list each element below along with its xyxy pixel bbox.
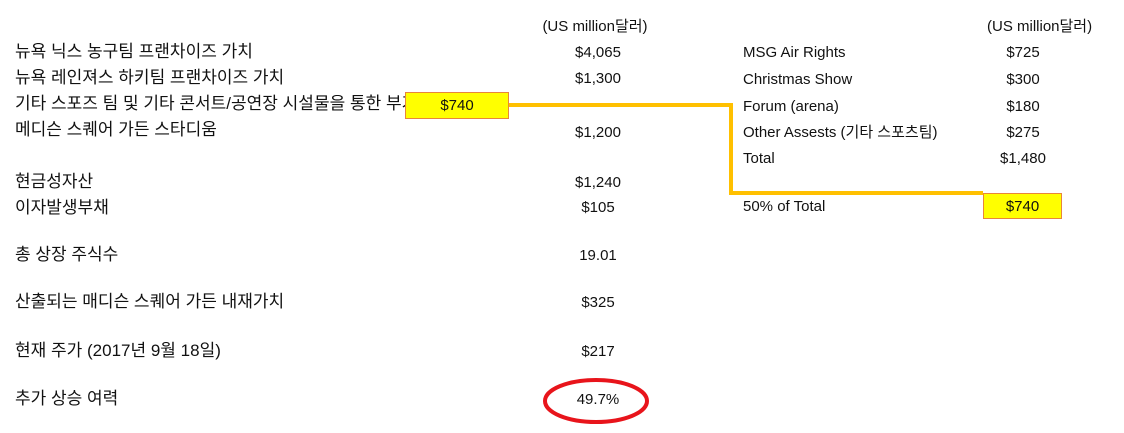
row-label: 이자발생부채	[15, 198, 109, 217]
row-value: $105	[581, 199, 615, 216]
row-value: $217	[581, 343, 615, 360]
row-label: 메디슨 스퀘어 가든 스타디움	[15, 120, 217, 139]
right-row-value: $180	[1006, 98, 1040, 115]
highlight-circle	[543, 378, 649, 424]
right-unit-label: (US million달러)	[987, 18, 1093, 35]
row-label: 뉴욕 레인져스 하키팀 프랜차이즈 가치	[15, 68, 285, 87]
row-label: 총 상장 주식수	[15, 245, 119, 264]
row-value: $4,065	[575, 44, 621, 61]
row-label: 뉴욕 닉스 농구팀 프랜차이즈 가치	[15, 42, 253, 61]
right-row-label: 50% of Total	[743, 198, 826, 215]
right-row-label: Total	[743, 150, 775, 167]
right-row-value: $300	[1006, 71, 1040, 88]
row-value: $1,240	[575, 174, 621, 191]
right-row-label: Other Assests (기타 스포츠팀)	[743, 124, 938, 141]
right-row-value: $725	[1006, 44, 1040, 61]
upside-value: 49.7%	[576, 391, 620, 408]
row-label: 산출되는 매디슨 스퀘어 가든 내재가치	[15, 292, 285, 311]
right-row-value: $1,480	[1000, 150, 1046, 167]
right-row-label: Christmas Show	[743, 71, 853, 88]
highlighted-total: $740	[983, 193, 1062, 219]
row-value: $325	[581, 294, 615, 311]
connector-line	[509, 103, 983, 195]
row-value: $1,200	[575, 124, 621, 141]
right-row-label: MSG Air Rights	[743, 44, 846, 61]
row-value: 19.01	[579, 247, 617, 264]
highlighted-value: $740	[405, 92, 509, 119]
row-label: 기타 스포즈 팀 및 기타 콘서트/공연장 시설물을 통한 부가가치	[15, 94, 449, 113]
row-label: 현금성자산	[15, 172, 94, 191]
row-value: $1,300	[575, 70, 621, 87]
row-label: 현재 주가 (2017년 9월 18일)	[15, 341, 221, 360]
right-row-value: $275	[1006, 124, 1040, 141]
unit-label: (US million달러)	[542, 18, 648, 35]
right-row-label: Forum (arena)	[743, 98, 839, 115]
row-label: 추가 상승 여력	[15, 389, 119, 408]
